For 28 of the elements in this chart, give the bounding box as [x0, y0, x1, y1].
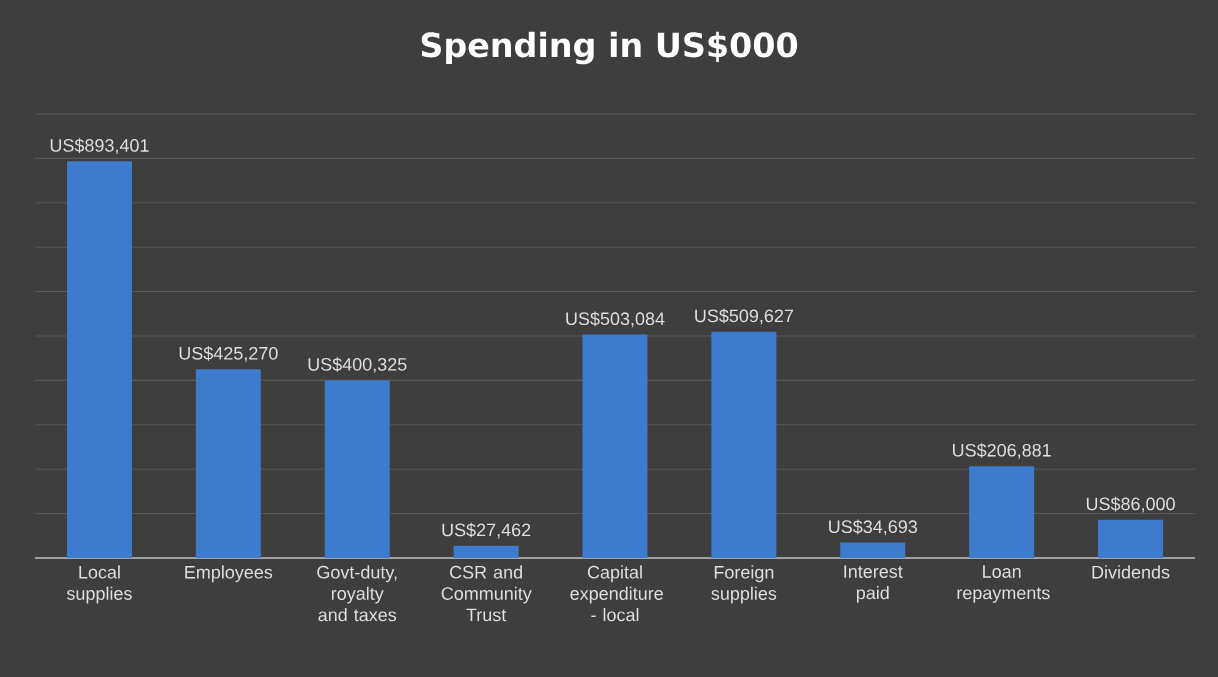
data-label: US$27,462 [442, 522, 531, 539]
x-tick-label: Capital expenditure - local [570, 565, 663, 622]
x-tick-label: Govt-duty, royalty and taxes [317, 565, 397, 622]
data-label: US$893,401 [50, 138, 149, 154]
bar [66, 161, 132, 558]
bar [582, 334, 648, 558]
bar [711, 331, 777, 558]
x-tick-label: Employees [185, 565, 273, 583]
bar [324, 380, 390, 558]
x-tick-label: Dividends [1092, 565, 1170, 579]
data-label: US$400,325 [308, 357, 407, 373]
chart-title: Spending in US$000 [421, 31, 798, 65]
x-tick-label: Loan repayments [957, 565, 1050, 603]
x-tick-label: CSR and Community Trust [441, 565, 532, 622]
data-label: US$86,000 [1086, 496, 1175, 513]
x-tick-label: Local supplies [66, 565, 132, 604]
bar [969, 466, 1035, 558]
data-label: US$425,270 [179, 346, 278, 362]
data-label: US$34,693 [829, 519, 918, 536]
bar [1098, 519, 1164, 558]
data-label: US$503,084 [566, 311, 665, 328]
data-label: US$509,627 [695, 308, 794, 325]
bar [195, 369, 261, 558]
x-tick-label: Foreign supplies [711, 565, 777, 604]
data-label: US$206,881 [953, 443, 1051, 459]
bar [453, 545, 519, 558]
bar [840, 542, 906, 558]
x-tick-label: Interest paid [844, 565, 903, 603]
